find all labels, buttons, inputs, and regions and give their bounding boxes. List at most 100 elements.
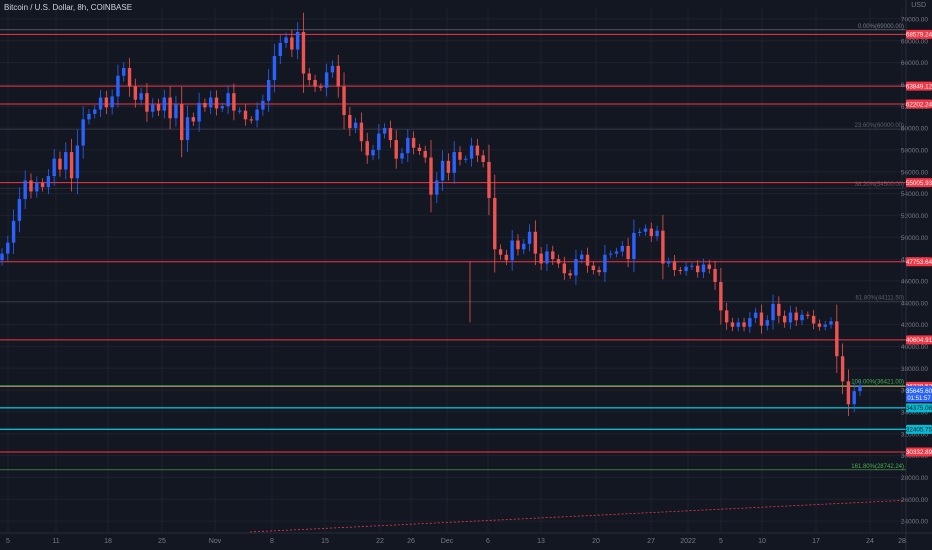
candle-body (214, 97, 219, 109)
x-tick-label: 28 (898, 538, 906, 545)
candle-body (388, 128, 393, 141)
candle-body (23, 180, 27, 200)
candle-body (139, 93, 143, 100)
candle-body (324, 72, 329, 88)
time-axis[interactable]: 5 11 18 25 Nov 8 15 22 26 Dec 6 13 20 27 2022 5 10 17 24 28 (0, 532, 932, 545)
candle-body (551, 251, 555, 260)
candle-body (359, 122, 364, 142)
price-badge-red-text: 55005.93 (906, 180, 932, 187)
candle-body (58, 158, 62, 170)
candle-body (0, 253, 4, 261)
candle-body (794, 312, 798, 321)
candle-body (469, 145, 474, 159)
candle-body (35, 182, 39, 192)
candle-body (191, 117, 196, 122)
candle-body (440, 160, 445, 181)
x-tick-label: Nov (209, 538, 222, 545)
candle-body (446, 160, 451, 173)
fib-label: 100.00%(36421.00) (851, 380, 904, 386)
candle-body (585, 254, 590, 266)
candle-body (829, 321, 833, 325)
candle-body (522, 243, 526, 250)
candle-body (707, 264, 711, 269)
y-tick-label: 54000.00 (901, 191, 928, 198)
candle-body (29, 180, 33, 192)
price-badge-red-text: 62202.24 (906, 101, 932, 108)
candle-body (133, 86, 138, 100)
x-tick-label: 18 (104, 538, 112, 545)
candle-body (562, 263, 567, 274)
candle-body (690, 265, 694, 267)
candle-body (255, 109, 259, 121)
candle-body (307, 73, 311, 81)
candles (0, 12, 862, 417)
candle-body (753, 312, 758, 319)
candle-body (168, 97, 172, 119)
candle-body (504, 254, 509, 261)
x-tick-label: 11 (52, 538, 59, 545)
x-tick-label: 24 (866, 538, 874, 545)
candle-body (516, 240, 520, 250)
candle-body (614, 251, 619, 254)
candle-body (353, 122, 358, 129)
candle-body (209, 97, 213, 108)
candle-body (116, 75, 120, 97)
candle-body (249, 119, 253, 121)
candle-body (817, 323, 822, 327)
current-price-text: 35645.60 (906, 388, 932, 395)
candle-body (759, 312, 764, 326)
candle-body (406, 137, 410, 154)
x-tick-label: 15 (321, 538, 329, 545)
candle-body (417, 147, 422, 152)
candle-body (382, 128, 387, 134)
candle-body (597, 270, 601, 273)
candle-body (272, 56, 277, 81)
x-tick-label: 5 (6, 538, 10, 545)
y-tick-label: 50000.00 (901, 235, 928, 242)
candle-body (429, 157, 433, 195)
y-tick-label: 68000.00 (901, 38, 928, 45)
candle-body (475, 145, 480, 156)
price-badge-cyan (906, 424, 932, 434)
candle-body (203, 102, 207, 108)
candle-body (6, 242, 10, 254)
price-badge-red (906, 447, 932, 457)
candle-body (330, 65, 335, 73)
candle-body (232, 93, 236, 111)
price-badge-red-text: 40604.91 (906, 337, 932, 344)
candle-body (533, 231, 538, 254)
current-price-badge (906, 385, 932, 402)
y-tick-label: 52000.00 (901, 213, 928, 220)
price-badge-red-text: 68579.24 (906, 32, 932, 39)
price-badge-red (906, 178, 932, 188)
y-tick-label: 42000.00 (901, 322, 928, 329)
fib-label: 61.80%(44111.50) (856, 296, 904, 302)
candle-body (655, 230, 659, 237)
candle-body (603, 254, 607, 273)
candle-body (220, 106, 224, 109)
candle-body (290, 37, 294, 50)
price-badge-red (906, 335, 932, 345)
candle-body (122, 68, 126, 76)
trend-line-dotted (249, 499, 907, 533)
candle-body (197, 102, 201, 122)
candle-body (539, 253, 543, 264)
candle-body (713, 268, 717, 283)
candle-body (64, 152, 68, 170)
candle-body (858, 385, 862, 392)
candle-body (771, 303, 775, 321)
candle-body (400, 153, 404, 159)
price-badge-red-text: 47753.64 (906, 259, 932, 266)
candle-body (237, 110, 242, 112)
countdown-text: 01:51:57 (907, 396, 931, 402)
x-tick-label: 8 (270, 538, 274, 545)
y-tick-label: 40000.00 (901, 344, 928, 351)
candle-body (730, 322, 735, 327)
candle-body (348, 114, 352, 129)
candle-body (110, 96, 114, 108)
price-badge-red (906, 29, 932, 39)
candle-body (782, 315, 787, 323)
candle-body (46, 176, 51, 188)
